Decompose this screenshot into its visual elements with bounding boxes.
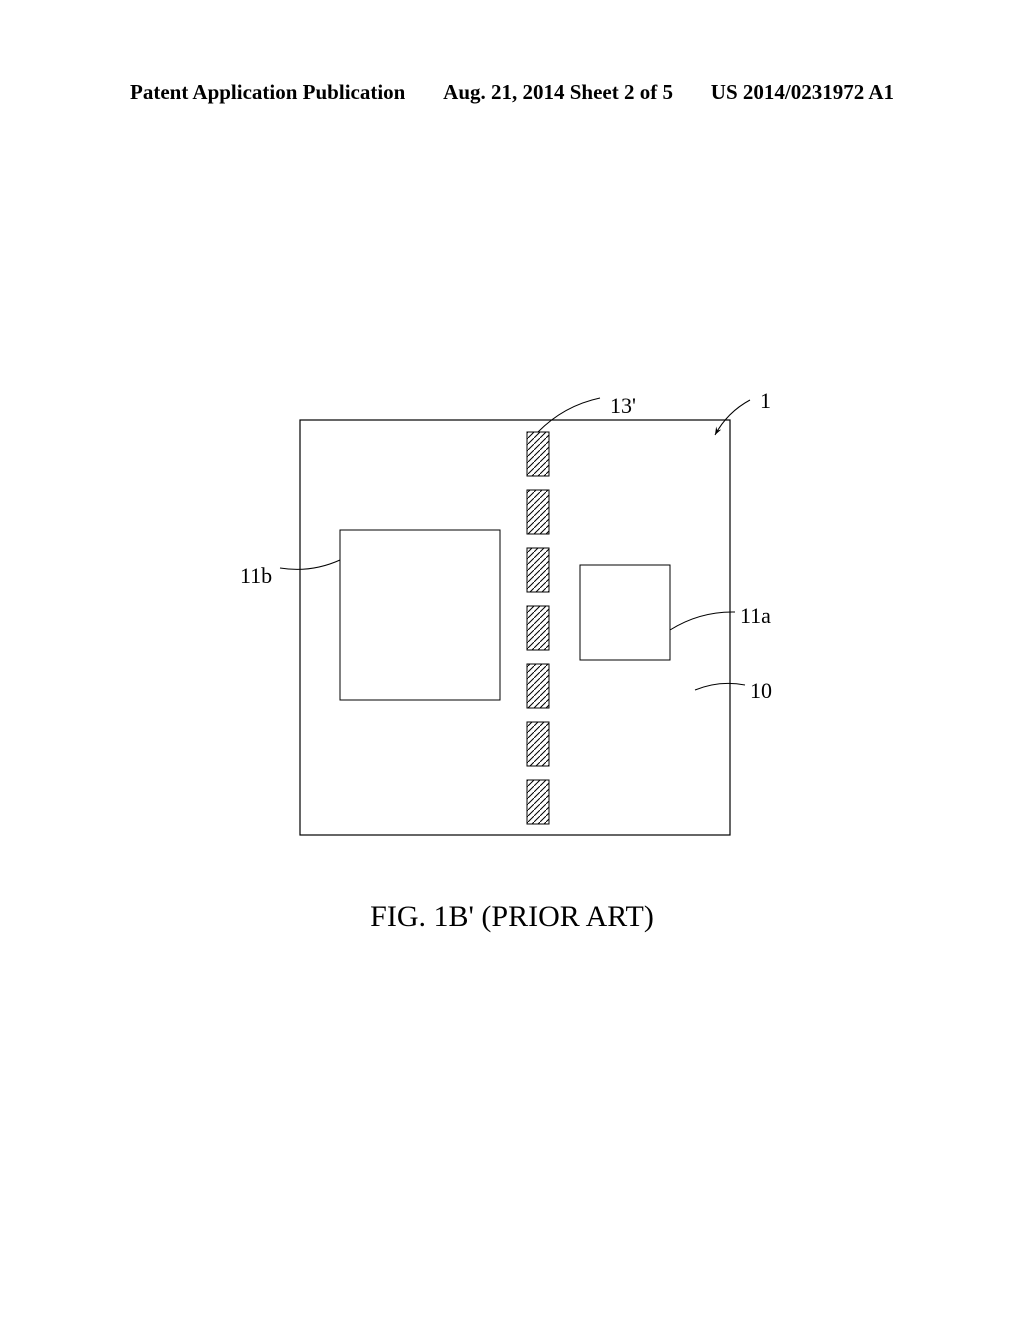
page-header: Patent Application Publication Aug. 21, … [0,80,1024,105]
svg-text:11a: 11a [740,603,771,628]
header-center: Aug. 21, 2014 Sheet 2 of 5 [443,80,673,105]
figure-svg: 13' 1 11b 11a 10 [240,390,800,870]
svg-text:10: 10 [750,678,772,703]
patent-figure: 13' 1 11b 11a 10 [240,390,780,870]
svg-text:13': 13' [610,393,636,418]
header-right: US 2014/0231972 A1 [711,80,894,105]
svg-text:1: 1 [760,390,771,413]
figure-caption: FIG. 1B' (PRIOR ART) [0,900,1024,934]
svg-text:11b: 11b [240,563,272,588]
header-left: Patent Application Publication [130,80,405,105]
